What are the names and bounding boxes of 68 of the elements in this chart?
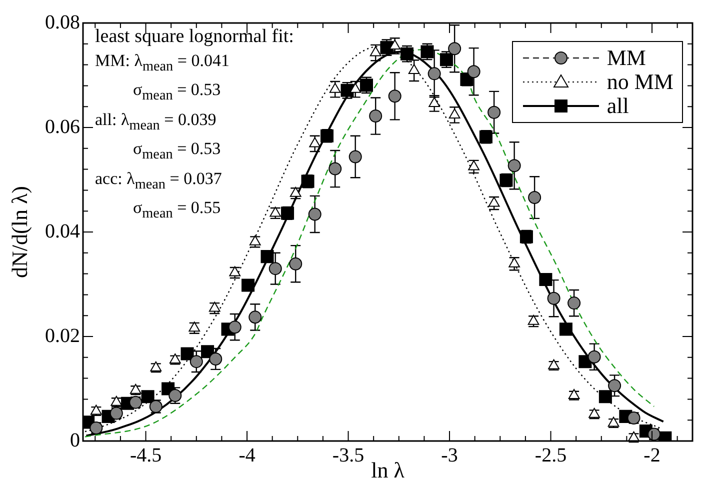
point — [508, 159, 521, 172]
y-tick-label: 0.08 — [45, 11, 80, 34]
point — [608, 379, 622, 392]
point — [448, 108, 460, 118]
point — [268, 262, 282, 276]
point — [309, 137, 321, 148]
point — [528, 191, 542, 204]
annotation: all: λ$_{mean}$ = 0.039 — [95, 108, 218, 136]
point — [348, 150, 362, 164]
point — [308, 208, 322, 221]
annotation: MM: λ$_{mean}$ = 0.041 — [95, 50, 230, 76]
point — [289, 257, 302, 270]
point — [428, 67, 441, 80]
point — [370, 46, 382, 56]
point — [141, 390, 154, 404]
point — [260, 250, 274, 264]
point — [329, 82, 341, 93]
point — [488, 106, 501, 119]
point — [568, 296, 581, 310]
point — [468, 160, 480, 170]
point — [598, 390, 612, 404]
point — [539, 273, 552, 286]
point — [547, 292, 560, 305]
point — [508, 257, 520, 268]
x-axis-title: ln λ — [371, 458, 405, 483]
x-tick-label: -2.5 — [534, 444, 567, 466]
point — [369, 110, 382, 123]
annotation: σ$_{mean}$ = 0.55 — [132, 196, 222, 224]
point — [248, 310, 262, 324]
point — [180, 347, 194, 360]
annotation: σ$_{mean}$ = 0.53 — [132, 79, 222, 106]
point — [389, 39, 401, 50]
legend-label: MM — [606, 45, 646, 70]
point — [228, 320, 242, 334]
point — [290, 186, 302, 197]
point — [488, 196, 500, 207]
point — [408, 64, 420, 74]
point — [242, 278, 255, 292]
y-tick-label: 0 — [70, 429, 80, 452]
y-tick-label: 0.02 — [45, 324, 80, 347]
point — [270, 206, 282, 217]
legend-label: no MM — [606, 69, 674, 94]
point — [388, 90, 402, 103]
x-tick-label: -4.5 — [130, 444, 162, 466]
point — [229, 266, 241, 276]
point — [588, 350, 601, 364]
point — [467, 65, 480, 78]
point — [528, 314, 540, 325]
y-tick-label: 0.06 — [45, 116, 80, 138]
point — [209, 352, 222, 366]
y-axis-title: dN/d(ln λ) — [6, 186, 32, 278]
y-tick-label: 0.04 — [45, 220, 80, 242]
point — [350, 82, 362, 93]
point — [208, 302, 220, 312]
x-tick-label: -3.5 — [332, 444, 364, 466]
annotation: acc: λ$_{mean}$ = 0.037 — [95, 168, 223, 194]
point — [448, 42, 462, 56]
legend-label: all — [606, 93, 629, 118]
point — [249, 235, 261, 246]
annotation: least square lognormal fit: — [95, 25, 294, 49]
point — [328, 162, 342, 176]
point — [428, 96, 440, 107]
x-tick-label: -3 — [441, 444, 458, 466]
point — [190, 355, 203, 368]
x-tick-label: -2 — [644, 444, 660, 466]
annotation: σ$_{mean}$ = 0.53 — [132, 138, 222, 165]
point — [559, 322, 572, 336]
x-tick-label: -4 — [238, 444, 256, 466]
